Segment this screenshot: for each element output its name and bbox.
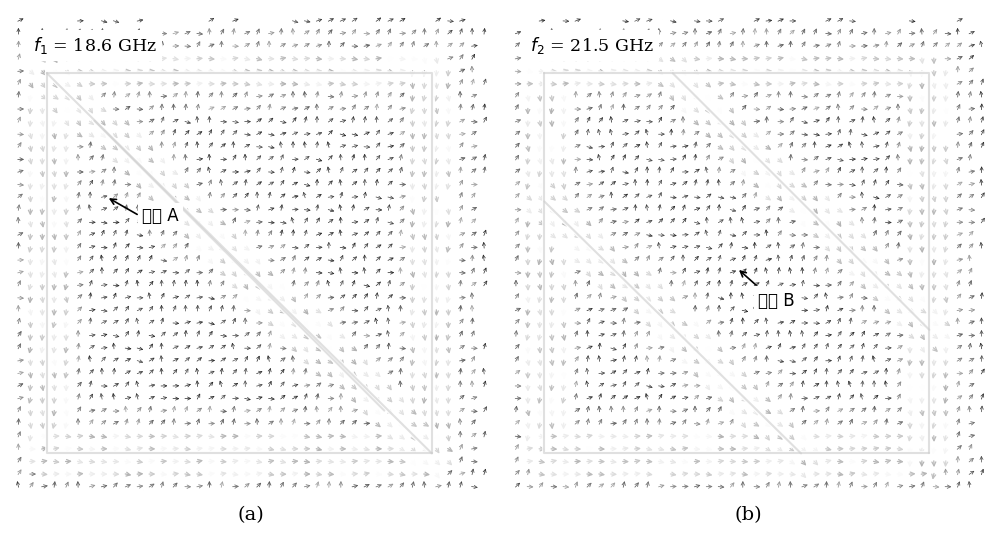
Text: $f_2$ = 21.5 GHz: $f_2$ = 21.5 GHz bbox=[530, 35, 654, 56]
Text: $f_1$ = 18.6 GHz: $f_1$ = 18.6 GHz bbox=[33, 35, 156, 56]
Text: (a): (a) bbox=[238, 506, 265, 524]
Text: 路径 B: 路径 B bbox=[758, 292, 795, 310]
Text: (b): (b) bbox=[735, 506, 763, 524]
Text: 路径 A: 路径 A bbox=[142, 207, 179, 225]
